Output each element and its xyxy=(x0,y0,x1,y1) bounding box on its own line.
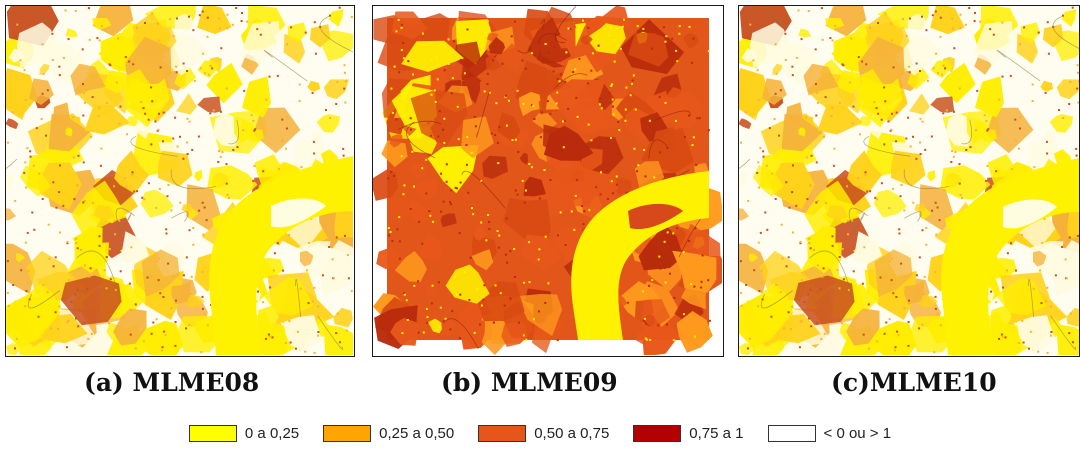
legend-item: 0,25 a 0,50 xyxy=(323,424,455,442)
legend-item: 0,50 a 0,75 xyxy=(478,424,610,442)
legend-item: 0 a 0,25 xyxy=(188,424,300,442)
legend-item: 0,75 a 1 xyxy=(633,424,744,442)
caption-b: (b) MLME09 xyxy=(441,368,618,397)
caption-a: (a) MLME08 xyxy=(84,368,260,397)
classified-map-b xyxy=(373,6,722,355)
legend-label: 0,25 a 0,50 xyxy=(379,424,455,442)
legend-label: 0,50 a 0,75 xyxy=(534,424,610,442)
legend-label: 0,75 a 1 xyxy=(689,424,744,442)
legend-swatch xyxy=(323,424,372,442)
land-patches xyxy=(739,6,1079,355)
river-island xyxy=(1003,199,1057,229)
map-panel-b xyxy=(372,5,724,357)
legend-label: < 0 ou > 1 xyxy=(823,424,892,442)
legend-label: 0 a 0,25 xyxy=(244,424,300,442)
legend: 0 a 0,25 0,25 a 0,50 0,50 a 0,75 0,75 a … xyxy=(0,421,1080,445)
legend-swatch xyxy=(478,424,527,442)
legend-item: < 0 ou > 1 xyxy=(767,424,892,442)
river-island xyxy=(628,203,683,230)
classified-map-a xyxy=(6,6,353,355)
classified-map-c xyxy=(739,6,1079,355)
legend-swatch xyxy=(188,424,237,442)
map-panel-a xyxy=(5,5,355,357)
map-panel-c xyxy=(738,5,1080,357)
river-island xyxy=(271,198,326,228)
caption-c: (c)MLME10 xyxy=(831,368,997,397)
legend-swatch xyxy=(767,424,816,442)
legend-swatch xyxy=(633,424,682,442)
